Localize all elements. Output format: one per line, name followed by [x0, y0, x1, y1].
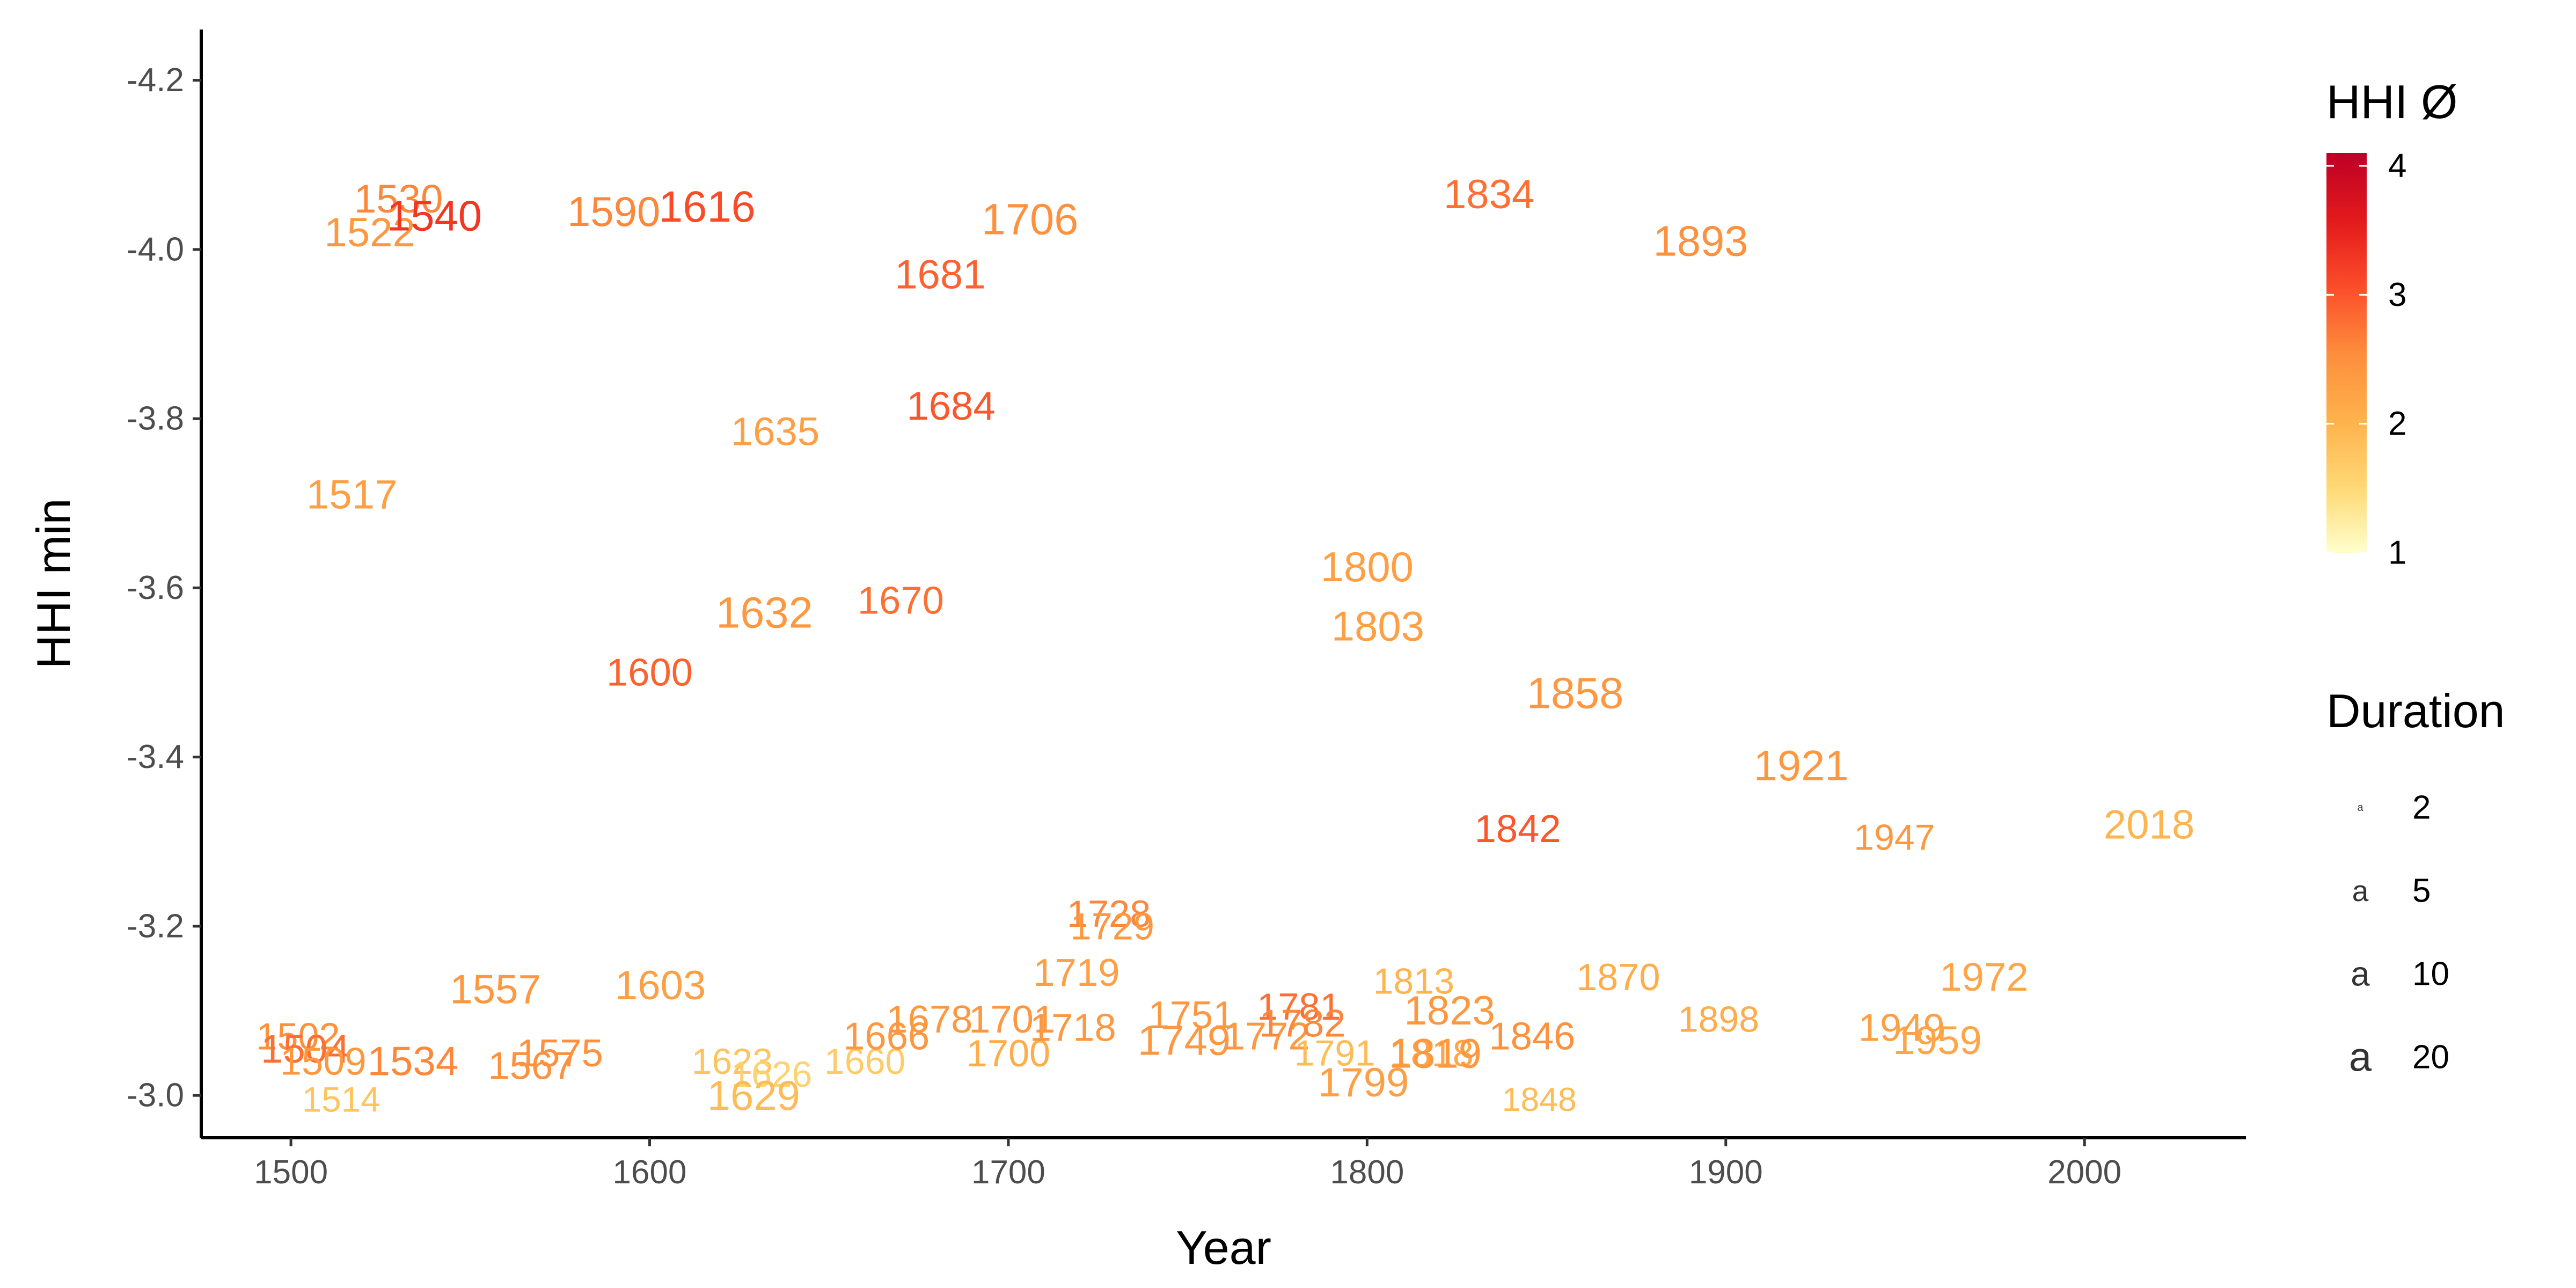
point-label: 1670 — [858, 579, 944, 623]
x-tick-label: 1500 — [254, 1154, 328, 1191]
size-legend-glyph: a — [2357, 802, 2363, 814]
point-label: 1819 — [1389, 1029, 1482, 1077]
point-label: 1751 — [1148, 993, 1234, 1037]
point-label: 1706 — [982, 196, 1079, 244]
y-tick-label: -4.2 — [127, 62, 184, 99]
point-label: 2018 — [2104, 802, 2195, 847]
point-label: 1660 — [824, 1041, 905, 1082]
point-label: 1632 — [716, 589, 813, 638]
point-label: 1600 — [606, 651, 693, 694]
point-label: 1791 — [1294, 1033, 1375, 1073]
color-legend-title: HHI Ø — [2326, 75, 2457, 128]
point-label: 1534 — [368, 1039, 459, 1085]
point-label: 1799 — [1318, 1060, 1409, 1106]
point-label: 1921 — [1754, 742, 1849, 789]
point-label: 1858 — [1527, 669, 1624, 718]
point-label: 1635 — [731, 409, 820, 453]
color-bar-label: 2 — [2388, 405, 2406, 442]
color-bar-label: 4 — [2388, 148, 2406, 185]
x-tick-label: 1600 — [613, 1154, 687, 1191]
point-label: 1870 — [1576, 956, 1660, 998]
x-axis-title: Year — [1176, 1221, 1271, 1274]
y-tick-label: -3.6 — [127, 569, 184, 606]
point-label: 1567 — [488, 1044, 574, 1088]
point-label: 1729 — [1071, 905, 1154, 947]
point-label: 1603 — [615, 963, 706, 1008]
point-label: 1782 — [1260, 1002, 1346, 1045]
point-label: 1972 — [1940, 955, 2029, 999]
y-tick-label: -3.0 — [127, 1077, 184, 1114]
size-legend-glyph: a — [2352, 874, 2369, 908]
point-label: 1509 — [280, 1040, 367, 1084]
point-label: 1848 — [1502, 1081, 1577, 1118]
size-legend-title: Duration — [2326, 684, 2505, 737]
point-label: 1898 — [1678, 999, 1759, 1040]
color-bar-label: 3 — [2388, 276, 2406, 313]
point-label: 1834 — [1444, 172, 1535, 217]
point-label: 1502 — [256, 1015, 340, 1057]
point-label: 1681 — [895, 252, 986, 298]
size-legend-glyph: a — [2351, 955, 2370, 993]
point-label: 1719 — [1033, 951, 1119, 994]
y-tick-label: -3.8 — [127, 400, 184, 437]
point-label: 1629 — [707, 1072, 800, 1119]
point-label: 1678 — [886, 998, 972, 1041]
point-label: 1800 — [1321, 543, 1414, 590]
point-label: 1947 — [1854, 817, 1935, 858]
legend: HHI Ø 1 2 3 4 Duration a 2 a 5 a 10 a 20 — [2326, 75, 2505, 1080]
axes: 1500 1600 1700 1800 1900 2000 -3.0 -3.2 -3.4 -3.6… — [27, 30, 2246, 1274]
size-legend-label: 5 — [2412, 873, 2431, 910]
size-legend-glyph: a — [2349, 1035, 2372, 1080]
x-tick-label: 1800 — [1330, 1154, 1404, 1191]
point-label: 1557 — [450, 967, 541, 1013]
point-label: 1540 — [387, 192, 482, 239]
point-label: 1949 — [1858, 1006, 1945, 1050]
point-label: 1530 — [354, 177, 443, 221]
size-legend-label: 2 — [2412, 789, 2431, 826]
point-label: 1823 — [1404, 988, 1495, 1034]
point-label: 1684 — [906, 384, 996, 428]
point-label: 1517 — [306, 472, 398, 517]
point-label: 1846 — [1489, 1014, 1575, 1058]
point-label: 1666 — [843, 1014, 930, 1058]
point-label: 1701 — [969, 998, 1055, 1041]
point-label: 1959 — [1893, 1018, 1982, 1063]
y-axis-title: HHI min — [27, 499, 80, 669]
point-label: 1575 — [517, 1031, 603, 1075]
x-tick-label: 1900 — [1689, 1154, 1763, 1191]
point-label: 1842 — [1475, 807, 1561, 851]
point-label: 1718 — [1030, 1006, 1116, 1050]
point-label: 1893 — [1653, 217, 1748, 265]
point-label: 1700 — [967, 1032, 1050, 1074]
size-legend-label: 20 — [2412, 1039, 2449, 1076]
point-label: 1504 — [261, 1027, 350, 1071]
color-bar — [2326, 153, 2367, 553]
y-tick-label: -3.2 — [127, 908, 184, 945]
y-tick-label: -4.0 — [127, 231, 184, 268]
point-label: 1749 — [1138, 1017, 1231, 1064]
y-tick-label: -3.4 — [127, 738, 184, 775]
size-legend-label: 10 — [2412, 956, 2449, 993]
point-label: 1803 — [1331, 602, 1424, 649]
x-tick-label: 2000 — [2047, 1154, 2121, 1191]
point-label: 1728 — [1067, 892, 1151, 935]
point-label: 1818 — [1389, 1032, 1473, 1074]
point-label: 1514 — [302, 1080, 380, 1119]
point-label: 1522 — [324, 210, 415, 255]
point-label: 1772 — [1224, 1014, 1310, 1058]
point-label: 1590 — [567, 188, 660, 235]
x-tick-label: 1700 — [971, 1154, 1045, 1191]
color-bar-label: 1 — [2388, 535, 2406, 572]
point-label: 1623 — [692, 1041, 773, 1082]
point-label: 1813 — [1373, 961, 1454, 1001]
point-label: 1616 — [658, 183, 756, 231]
point-label: 1781 — [1257, 985, 1341, 1028]
point-label: 1626 — [731, 1054, 812, 1095]
